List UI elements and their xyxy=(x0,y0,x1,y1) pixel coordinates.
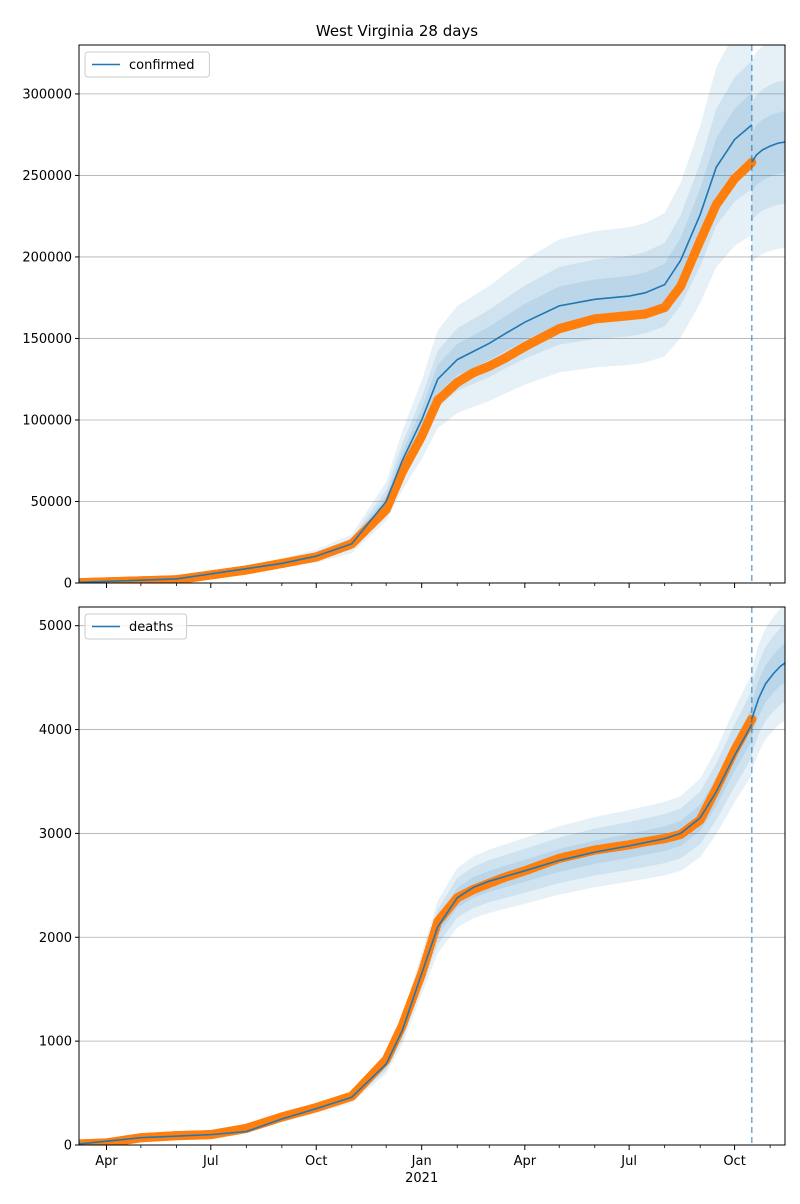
y-tick-label-deaths: 5000 xyxy=(39,619,72,634)
y-tick-label-deaths: 2000 xyxy=(39,931,72,946)
model-line-confirmed xyxy=(79,124,753,583)
model-band-deaths xyxy=(79,707,752,1145)
y-tick-label-confirmed: 50000 xyxy=(31,495,72,510)
legend-label-deaths: deaths xyxy=(129,620,174,635)
forecast-band-confirmed xyxy=(751,80,785,222)
legend-box-deaths xyxy=(84,613,188,640)
model-line-deaths xyxy=(79,723,753,1145)
x-tick-label: Jan xyxy=(411,1154,432,1169)
legend-box-confirmed xyxy=(84,51,210,78)
forecast-band-confirmed xyxy=(751,111,785,192)
y-tick-label-deaths: 3000 xyxy=(39,827,72,842)
forecast-line-deaths xyxy=(751,662,785,720)
forecast-band-deaths xyxy=(751,624,785,754)
y-tick-label-confirmed: 150000 xyxy=(22,332,72,347)
legend-confirmed: confirmed xyxy=(84,51,210,78)
forecast-band-deaths xyxy=(751,643,785,737)
x-year-label: 2021 xyxy=(405,1171,438,1186)
x-tick-label: Jul xyxy=(202,1154,219,1169)
axes-frame-deaths xyxy=(78,606,786,1146)
legend-deaths: deaths xyxy=(84,613,188,640)
y-tick-label-confirmed: 250000 xyxy=(22,169,72,184)
x-tick-label: Oct xyxy=(723,1154,745,1169)
y-tick-label-deaths: 0 xyxy=(64,1139,72,1154)
forecast-line-confirmed xyxy=(751,141,785,163)
forecast-band-deaths xyxy=(751,607,785,771)
y-tick-label-deaths: 1000 xyxy=(39,1035,72,1050)
model-band-deaths xyxy=(79,673,752,1145)
model-band-deaths xyxy=(79,690,752,1145)
x-tick-label: Oct xyxy=(305,1154,327,1169)
y-tick-label-confirmed: 300000 xyxy=(22,87,72,102)
x-tick-label: Apr xyxy=(95,1154,118,1169)
y-tick-label-confirmed: 0 xyxy=(64,577,72,592)
chart-title: West Virginia 28 days xyxy=(316,22,478,40)
legend-label-confirmed: confirmed xyxy=(129,58,195,73)
y-tick-label-confirmed: 100000 xyxy=(22,413,72,428)
y-tick-label-confirmed: 200000 xyxy=(22,250,72,265)
plot-area-deaths xyxy=(79,607,785,1145)
x-tick-label: Jul xyxy=(620,1154,637,1169)
y-tick-label-deaths: 4000 xyxy=(39,723,72,738)
confirmed-panel: 0 50000 100000 150000 200000 250000 300000 conf… xyxy=(22,44,786,592)
deaths-panel: 0 1000 2000 3000 4000 5000 Apr Jul Oct Jan Apr Jul O… xyxy=(39,606,786,1186)
model-band-confirmed xyxy=(79,60,752,583)
axes-frame-confirmed xyxy=(78,44,786,584)
plot-area-confirmed xyxy=(79,45,785,583)
x-tick-label: Apr xyxy=(514,1154,537,1169)
observed-series-deaths xyxy=(79,714,757,1145)
forecast-band-confirmed xyxy=(751,45,785,264)
